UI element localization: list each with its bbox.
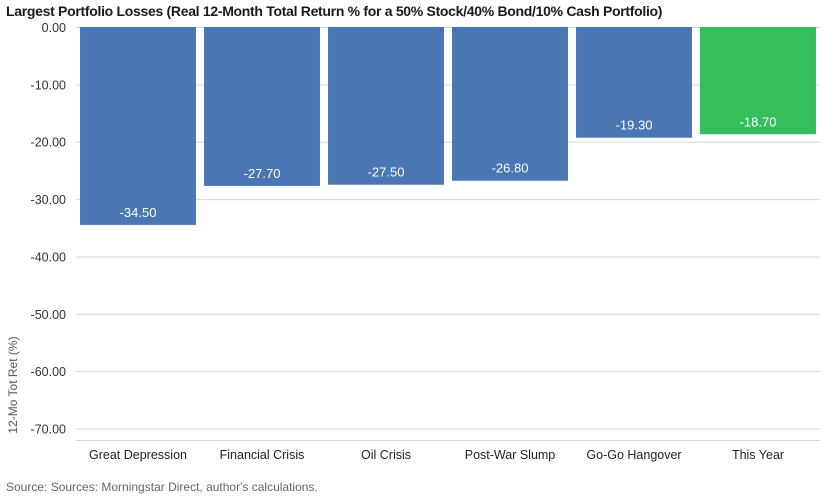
gridlines	[76, 27, 820, 441]
bar-value-label: -18.70	[740, 114, 777, 129]
y-tick-label: -50.00	[31, 308, 66, 322]
y-tick-label: -70.00	[31, 423, 66, 437]
y-tick-label: 0.00	[42, 21, 66, 35]
y-tick-label: -40.00	[31, 250, 66, 264]
chart-title: Largest Portfolio Losses (Real 12-Month …	[6, 3, 663, 19]
x-category-label: This Year	[732, 448, 784, 462]
x-category-label: Great Depression	[89, 448, 187, 462]
bar	[576, 27, 692, 138]
x-category-label: Financial Crisis	[220, 448, 305, 462]
y-tick-label: -60.00	[31, 365, 66, 379]
bar	[328, 27, 444, 185]
source-note: Source: Sources: Morningstar Direct, aut…	[6, 480, 318, 494]
x-axis-categories: Great Depression Financial Crisis Oil Cris…	[89, 448, 784, 462]
y-axis-title: 12-Mo Tot Ret (%)	[6, 336, 20, 433]
y-tick-label: -20.00	[31, 136, 66, 150]
bar-value-label: -27.50	[368, 165, 405, 180]
x-category-label: Oil Crisis	[361, 448, 411, 462]
bar-value-label: -34.50	[120, 205, 157, 220]
bar-value-label: -26.80	[492, 161, 529, 176]
bar-value-label: -19.30	[616, 118, 653, 133]
bar	[204, 27, 320, 186]
bar	[80, 27, 196, 225]
x-category-label: Post-War Slump	[465, 448, 556, 462]
x-category-label: Go-Go Hangover	[586, 448, 681, 462]
bar	[452, 27, 568, 181]
y-tick-label: -10.00	[31, 78, 66, 92]
y-tick-label: -30.00	[31, 193, 66, 207]
bar	[700, 27, 816, 135]
bars: -34.50 -27.70 -27.50 -26.80 -19.30 -18.70	[80, 27, 816, 225]
y-axis-ticks: 0.00 -10.00 -20.00 -30.00 -40.00 -50.00 -60.00…	[31, 21, 66, 437]
bar-value-label: -27.70	[244, 166, 281, 181]
